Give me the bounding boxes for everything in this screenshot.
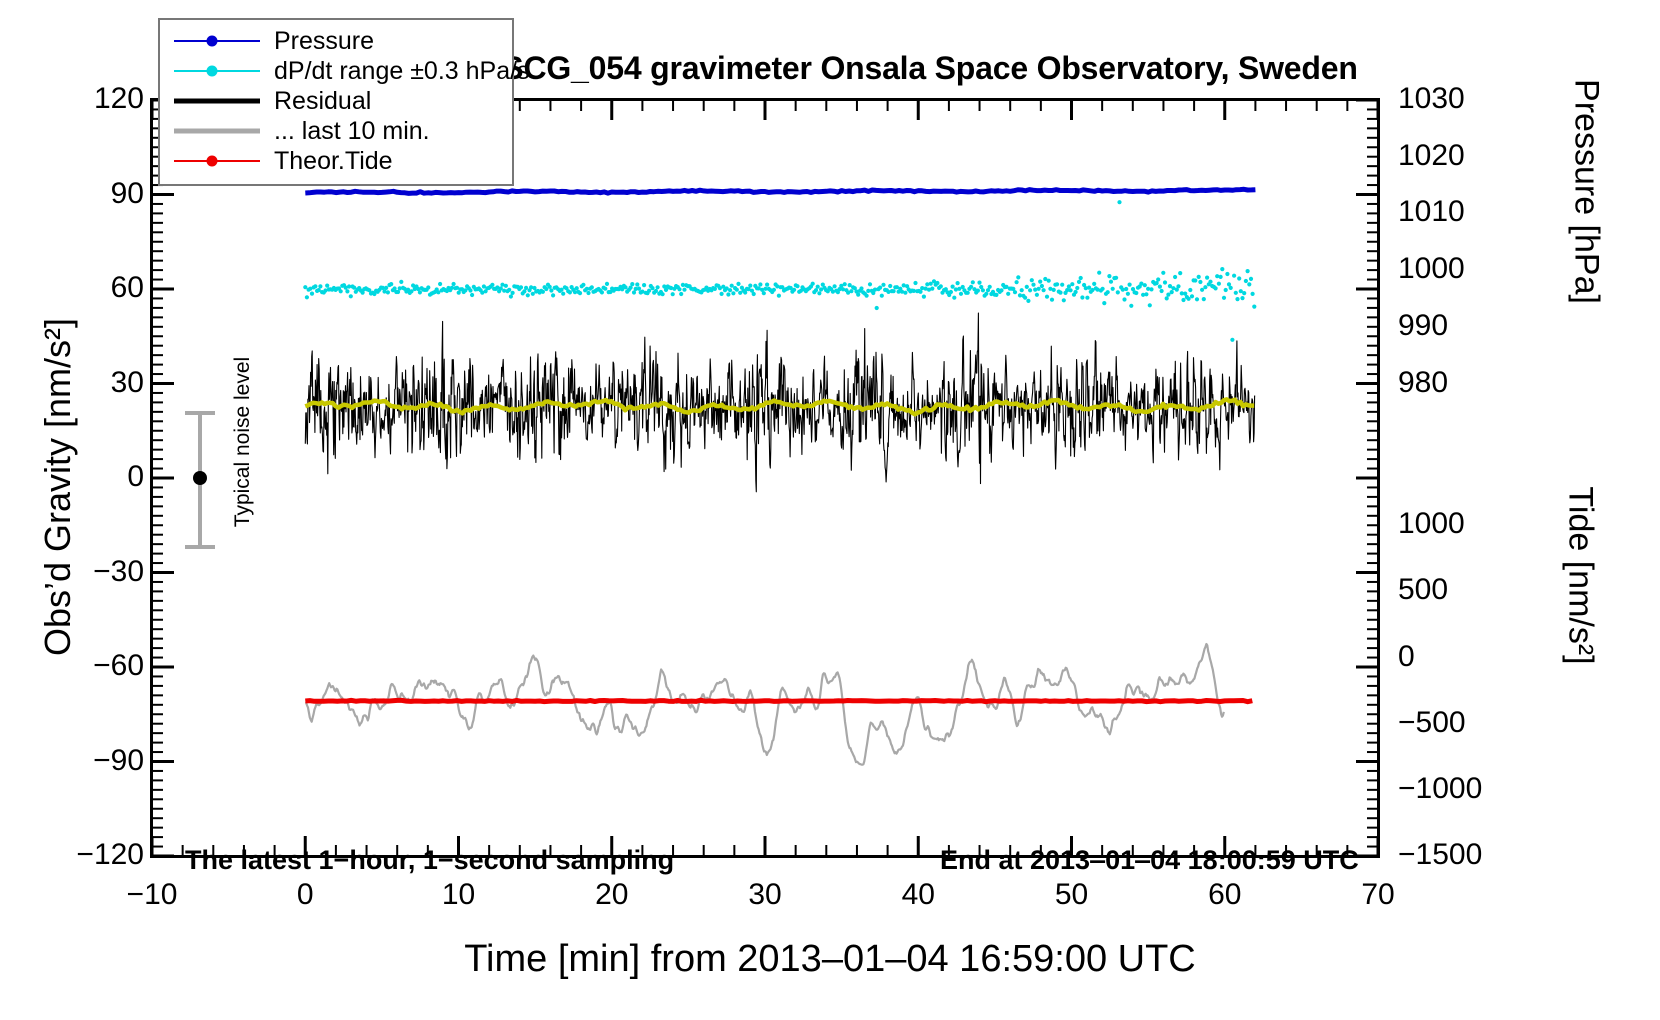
y-tick-left-1: 90	[110, 176, 144, 210]
legend-swatch-pressure	[174, 31, 260, 51]
y-tick-pressure-0: 1030	[1398, 82, 1465, 115]
legend-item-theor-tide[interactable]: Theor.Tide	[160, 146, 512, 176]
chart-legend: Pressure dP/dt range ±0.3 hPa/s Residual…	[158, 18, 530, 186]
legend-item-pressure[interactable]: Pressure	[160, 26, 512, 56]
typical-noise-level-errorbar	[185, 411, 215, 549]
y-tick-tide-2: 0	[1398, 639, 1415, 673]
legend-swatch-theor-tide	[174, 151, 260, 171]
y-tick-left-5: −30	[93, 554, 144, 588]
y-tick-pressure-4: 990	[1398, 308, 1449, 342]
plot-area	[150, 98, 1380, 858]
sampling-note: The latest 1−hour, 1−second sampling	[185, 845, 675, 875]
legend-label-pressure: Pressure	[274, 26, 375, 55]
legend-label-dpdt: dP/dt range ±0.3 hPa/s	[274, 56, 530, 85]
y-axis-tide-title: Tide [nm/s²]	[1561, 486, 1600, 665]
y-tick-left-6: −60	[93, 649, 144, 682]
legend-label-residual: Residual	[274, 86, 372, 115]
y-tick-pressure-2: 1010	[1398, 195, 1465, 229]
legend-swatch-residual	[174, 91, 260, 111]
y-tick-left-0: 120	[93, 82, 144, 115]
series-residual-smooth	[304, 397, 1255, 417]
x-tick-2: 10	[441, 878, 476, 911]
x-axis-title: Time [min] from 2013‒01‒04 16:59:00 UTC	[464, 938, 1196, 980]
legend-item-residual[interactable]: Residual	[160, 86, 512, 116]
y-axis-left-ticks	[152, 98, 174, 858]
x-tick-3: 20	[595, 878, 629, 911]
y-tick-left-2: 60	[110, 271, 144, 304]
y-tick-left-8: −120	[76, 838, 144, 871]
y-tick-left-7: −90	[93, 743, 144, 777]
legend-label-last-10-min: ... last 10 min.	[274, 116, 430, 145]
series-dpdt	[303, 200, 1257, 342]
y-tick-left-4: 0	[127, 460, 144, 493]
y-tick-pressure-3: 1000	[1398, 252, 1465, 286]
x-tick-5: 40	[901, 878, 935, 911]
y-tick-tide-3: −500	[1398, 705, 1466, 739]
legend-swatch-last-10-min	[174, 121, 260, 141]
series-theor-tide	[305, 697, 1253, 705]
x-tick-0: −10	[126, 878, 178, 911]
y-tick-tide-1: 500	[1398, 573, 1449, 607]
end-timestamp-note: End at 2013‒01‒04 18:00:59 UTC	[940, 845, 1359, 875]
legend-item-dpdt[interactable]: dP/dt range ±0.3 hPa/s	[160, 56, 530, 86]
series-last-10-min	[304, 642, 1225, 766]
x-tick-8: 70	[1361, 878, 1395, 911]
x-axis-bottom-ticks	[150, 836, 1380, 856]
y-tick-left-3: 30	[110, 365, 144, 399]
series-pressure	[305, 186, 1256, 196]
y-axis-left-title: Obs’d Gravity [nm/s²]	[37, 317, 78, 657]
x-tick-7: 60	[1208, 878, 1242, 911]
y-axis-pressure-title: Pressure [hPa]	[1567, 79, 1606, 304]
y-tick-pressure-1: 1020	[1398, 138, 1465, 172]
y-tick-tide-0: 1000	[1398, 507, 1465, 541]
chart-title: SCG_054 gravimeter Onsala Space Observat…	[502, 50, 1358, 86]
legend-label-theor-tide: Theor.Tide	[274, 146, 393, 175]
x-tick-6: 50	[1054, 878, 1089, 911]
y-tick-tide-5: −1500	[1398, 838, 1483, 871]
legend-item-last-10-min[interactable]: ... last 10 min.	[160, 116, 512, 146]
y-tick-pressure-5: 980	[1398, 365, 1449, 399]
x-tick-1: 0	[296, 878, 314, 911]
legend-swatch-dpdt	[174, 61, 260, 81]
y-tick-tide-4: −1000	[1398, 771, 1483, 805]
x-tick-4: 30	[748, 878, 782, 911]
typical-noise-level-label: Typical noise level	[231, 356, 254, 528]
y-axis-right-ticks	[1356, 98, 1378, 858]
